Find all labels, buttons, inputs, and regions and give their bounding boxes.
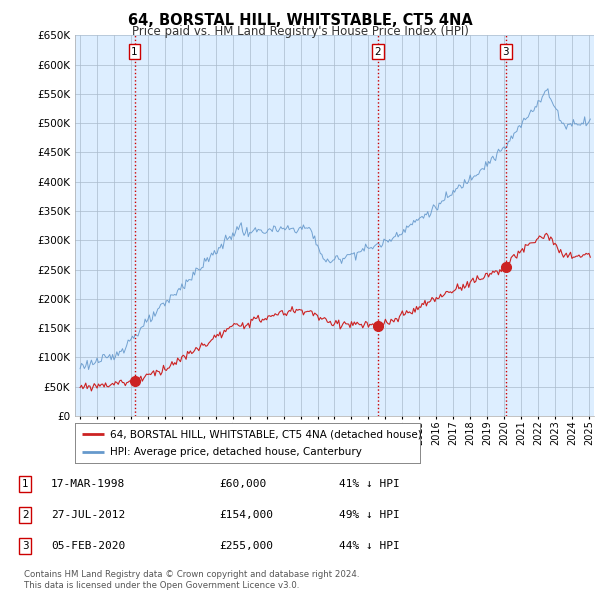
Text: £154,000: £154,000 [219,510,273,520]
Text: 2: 2 [22,510,29,520]
Text: 64, BORSTAL HILL, WHITSTABLE, CT5 4NA (detached house): 64, BORSTAL HILL, WHITSTABLE, CT5 4NA (d… [110,430,421,440]
Text: Price paid vs. HM Land Registry's House Price Index (HPI): Price paid vs. HM Land Registry's House … [131,25,469,38]
Text: HPI: Average price, detached house, Canterbury: HPI: Average price, detached house, Cant… [110,447,361,457]
Text: £255,000: £255,000 [219,541,273,550]
Text: 49% ↓ HPI: 49% ↓ HPI [339,510,400,520]
Text: 1: 1 [131,47,138,57]
Text: 44% ↓ HPI: 44% ↓ HPI [339,541,400,550]
Text: 05-FEB-2020: 05-FEB-2020 [51,541,125,550]
Text: 2: 2 [374,47,381,57]
Text: 41% ↓ HPI: 41% ↓ HPI [339,480,400,489]
Text: Contains HM Land Registry data © Crown copyright and database right 2024.
This d: Contains HM Land Registry data © Crown c… [24,571,359,589]
Text: 64, BORSTAL HILL, WHITSTABLE, CT5 4NA: 64, BORSTAL HILL, WHITSTABLE, CT5 4NA [128,13,472,28]
Text: 3: 3 [22,541,29,550]
Text: 27-JUL-2012: 27-JUL-2012 [51,510,125,520]
Text: 1: 1 [22,480,29,489]
Text: £60,000: £60,000 [219,480,266,489]
Text: 17-MAR-1998: 17-MAR-1998 [51,480,125,489]
Text: 3: 3 [502,47,509,57]
